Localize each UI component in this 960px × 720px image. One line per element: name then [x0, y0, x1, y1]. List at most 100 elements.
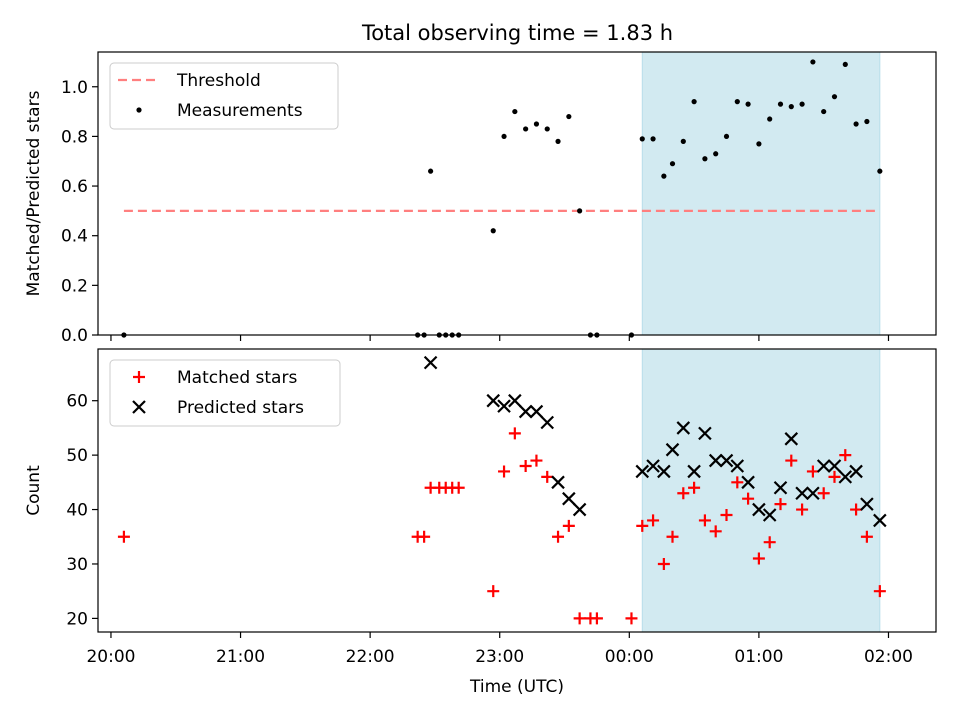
measurement-point: [533, 121, 540, 127]
predicted-stars-point: [719, 453, 734, 468]
legend: Matched stars Predicted stars: [109, 359, 341, 427]
measurement-point: [428, 168, 434, 174]
legend-label: Matched stars: [177, 368, 297, 388]
measurement-point: [756, 141, 762, 147]
matched-stars-point: [806, 465, 819, 478]
measurement-point: [639, 136, 645, 142]
matched-stars-point: [850, 503, 863, 516]
predicted-stars-point: [529, 404, 544, 419]
predicted-stars-point: [646, 459, 660, 473]
measurement-point: [788, 104, 794, 110]
y-axis-label: Count: [24, 465, 44, 516]
matched-stars-point: [519, 460, 532, 473]
matched-stars-point: [657, 557, 670, 570]
matched-stars-point: [785, 454, 798, 467]
measurement-point: [650, 136, 656, 142]
predicted-stars-point: [860, 497, 874, 511]
y-tick-label: 0.6: [61, 177, 88, 197]
measurement-point: [842, 61, 848, 68]
predicted-stars-point: [762, 508, 777, 522]
x-tick-label: 21:00: [216, 647, 265, 667]
predicted-stars-point: [730, 459, 745, 473]
matched-stars-point: [731, 476, 744, 489]
predicted-stars-point: [698, 426, 712, 441]
predicted-stars-point: [562, 491, 576, 506]
legend-matched-swatch: [133, 371, 145, 383]
predicted-stars-point: [687, 464, 701, 479]
highlight-span: [641, 51, 881, 336]
matched-stars-point: [498, 465, 511, 478]
measurement-point: [745, 101, 751, 107]
y-tick-label: 30: [66, 555, 88, 575]
y-tick-label: 0.4: [61, 227, 88, 247]
x-tick-label: 00:00: [605, 647, 654, 667]
predicted-stars-point: [741, 475, 755, 490]
x-tick-label: 22:00: [346, 647, 395, 667]
count-panel: 20 30 40 50 60 20:00 21:00 22:00 23:00 00:00 01:00…: [24, 348, 937, 697]
x-tick-label: 20:00: [86, 647, 135, 667]
x-tick-label: 23:00: [475, 647, 524, 667]
predicted-stars-point: [486, 393, 501, 408]
matched-stars-point: [452, 481, 465, 494]
matched-stars-point: [763, 536, 776, 549]
matched-stars-point: [752, 552, 765, 565]
predicted-stars-point: [849, 464, 863, 479]
legend: Threshold Measurements: [109, 62, 339, 130]
matched-stars-point: [774, 498, 787, 511]
measurement-point: [767, 116, 773, 122]
matched-stars-point: [590, 612, 603, 625]
matched-stars-point: [530, 454, 543, 467]
matched-stars-point: [625, 612, 638, 625]
matched-stars-point: [860, 530, 873, 543]
matched-stars-point: [562, 519, 575, 532]
measurement-point: [523, 126, 529, 132]
measurement-point: [691, 99, 697, 105]
measurement-point: [555, 138, 561, 144]
axes-frame: [97, 51, 937, 336]
predicted-stars-point: [635, 464, 650, 479]
highlight-span: [641, 348, 881, 633]
matched-stars-point: [873, 585, 886, 598]
predicted-stars-point: [551, 475, 565, 490]
legend-label: Measurements: [177, 101, 303, 121]
matched-stars-point: [796, 503, 809, 516]
predicted-stars-point: [752, 502, 766, 517]
measurement-point: [734, 99, 740, 105]
legend-box: [109, 359, 341, 427]
predicted-stars-point: [773, 481, 788, 495]
matched-stars-point: [817, 487, 830, 500]
matched-stars-point: [647, 514, 660, 527]
legend-measurement-swatch: [136, 107, 142, 113]
matched-stars-point: [666, 530, 679, 543]
matched-stars-point: [688, 481, 701, 494]
matched-stars-point: [720, 508, 733, 521]
matched-stars-point: [636, 519, 649, 532]
measurement-point: [702, 156, 708, 162]
y-axis-label: Matched/Predicted stars: [24, 90, 44, 296]
predicted-stars-point: [572, 502, 587, 517]
matched-stars-point: [541, 470, 554, 483]
predicted-stars-point: [784, 432, 799, 446]
predicted-stars-point: [676, 421, 691, 435]
measurement-point: [821, 108, 827, 115]
measurement-point: [577, 208, 583, 214]
legend-predicted-swatch: [132, 400, 146, 414]
predicted-stars-point: [423, 355, 438, 370]
measurement-point: [713, 151, 719, 157]
x-tick-label: 01:00: [734, 647, 783, 667]
matched-stars-point: [573, 612, 586, 625]
predicted-stars-point: [540, 415, 555, 430]
predicted-stars-point: [518, 404, 533, 419]
predicted-stars-point: [838, 470, 853, 484]
ratio-panel: 0.0 0.2 0.4 0.6 0.8 1.0 Matched/Predicted star…: [24, 51, 937, 346]
measurement-point: [831, 94, 838, 100]
predicted-stars-point: [657, 464, 671, 479]
measurement-point: [853, 121, 859, 127]
predicted-stars-point: [508, 393, 522, 408]
measurement-point: [669, 161, 676, 167]
measurement-point: [512, 108, 518, 115]
matched-stars-point: [828, 470, 841, 483]
predicted-stars-point: [708, 453, 723, 468]
y-tick-label: 50: [66, 446, 88, 466]
